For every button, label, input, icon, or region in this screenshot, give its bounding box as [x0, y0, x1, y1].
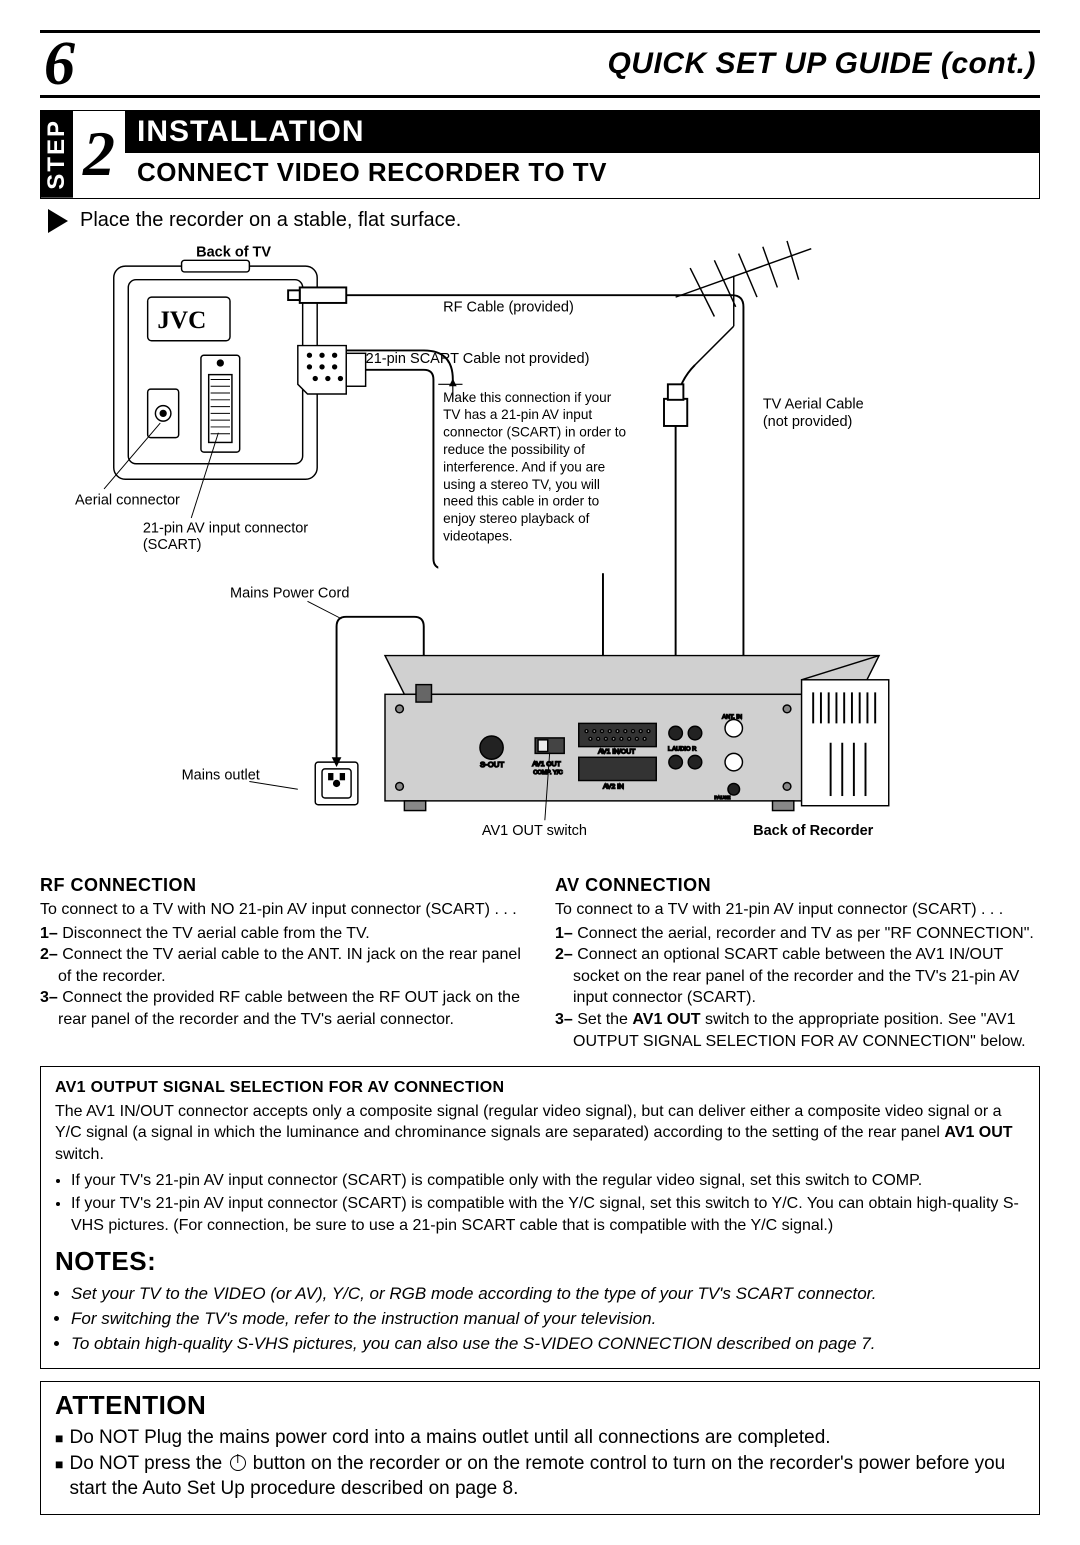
connection-columns: RF CONNECTION To connect to a TV with NO…	[40, 873, 1040, 1052]
page-number: 6	[44, 33, 75, 95]
svg-text:AV1 OUT: AV1 OUT	[532, 761, 560, 768]
step-banner: STEP 2 INSTALLATION CONNECT VIDEO RECORD…	[40, 110, 1040, 199]
notes-title: NOTES:	[55, 1244, 1025, 1279]
av1-bullet-1: If your TV's 21-pin AV input connector (…	[71, 1170, 1025, 1192]
av-intro: To connect to a TV with 21-pin AV input …	[555, 899, 1040, 921]
label-scart-cable: 21-pin SCART Cable not provided)	[366, 351, 590, 367]
power-icon	[230, 1455, 246, 1471]
attention-item-1: ■Do NOT Plug the mains power cord into a…	[55, 1425, 1025, 1451]
page-header: 6 QUICK SET UP GUIDE (cont.)	[40, 30, 1040, 98]
svg-text:S-OUT: S-OUT	[480, 760, 504, 769]
rf-connection-column: RF CONNECTION To connect to a TV with NO…	[40, 873, 525, 1052]
header-title: QUICK SET UP GUIDE (cont.)	[607, 47, 1036, 81]
av1-box-title: AV1 OUTPUT SIGNAL SELECTION FOR AV CONNE…	[55, 1077, 1025, 1099]
step-number: 2	[73, 122, 125, 186]
connection-diagram: Back of TV JVC RF Cable (provided)	[40, 239, 1040, 859]
svg-text:JVC: JVC	[157, 307, 206, 334]
note-3: To obtain high-quality S-VHS pictures, y…	[71, 1333, 1025, 1356]
recorder-back: S-OUT AV1 OUT COMP. Y/C AV1 IN/OUT AV2 I…	[385, 655, 889, 810]
label-mains-cord: Mains Power Cord	[230, 585, 349, 601]
intro-line: Place the recorder on a stable, flat sur…	[48, 209, 1040, 233]
rf-item-2: 2– Connect the TV aerial cable to the AN…	[58, 944, 525, 987]
svg-text:ANT. IN: ANT. IN	[722, 714, 742, 720]
triangle-icon	[48, 209, 68, 233]
svg-text:AV1 IN/OUT: AV1 IN/OUT	[598, 748, 635, 755]
rf-title: RF CONNECTION	[40, 873, 525, 897]
svg-text:AV2 IN: AV2 IN	[603, 783, 624, 790]
step-title-bottom: CONNECT VIDEO RECORDER TO TV	[125, 153, 1039, 192]
label-back-of-recorder: Back of Recorder	[753, 822, 874, 838]
step-tag: STEP	[41, 111, 73, 198]
av1-bullet-2: If your TV's 21-pin AV input connector (…	[71, 1193, 1025, 1236]
av-title: AV CONNECTION	[555, 873, 1040, 897]
rf-item-1: 1– Disconnect the TV aerial cable from t…	[58, 923, 525, 945]
attention-item-2: ■Do NOT press the button on the recorder…	[55, 1451, 1025, 1502]
av-item-1: 1– Connect the aerial, recorder and TV a…	[573, 923, 1040, 945]
label-mains-outlet: Mains outlet	[182, 767, 260, 783]
svg-text:L AUDIO R: L AUDIO R	[668, 746, 696, 752]
av-connection-column: AV CONNECTION To connect to a TV with 21…	[555, 873, 1040, 1052]
notes-list: Set your TV to the VIDEO (or AV), Y/C, o…	[71, 1283, 1025, 1356]
step-title-top: INSTALLATION	[125, 111, 1039, 153]
rf-intro: To connect to a TV with NO 21-pin AV inp…	[40, 899, 525, 921]
note-2: For switching the TV's mode, refer to th…	[71, 1308, 1025, 1331]
av-item-3: 3– Set the AV1 OUT switch to the appropr…	[573, 1009, 1040, 1052]
svg-text:PAUSE: PAUSE	[714, 795, 731, 801]
rf-item-3: 3– Connect the provided RF cable between…	[58, 987, 525, 1030]
scart-note-box: Make this connection if your TV has a 21…	[438, 378, 632, 578]
av1-box-body: The AV1 IN/OUT connector accepts only a …	[55, 1101, 1025, 1166]
label-scart-connector: 21-pin AV input connector (SCART)	[143, 520, 346, 553]
intro-text: Place the recorder on a stable, flat sur…	[80, 209, 461, 232]
label-rf-cable: RF Cable (provided)	[443, 299, 574, 315]
tv-back: JVC	[114, 260, 317, 479]
label-back-of-tv: Back of TV	[196, 244, 271, 260]
av1-output-box: AV1 OUTPUT SIGNAL SELECTION FOR AV CONNE…	[40, 1066, 1040, 1369]
note-1: Set your TV to the VIDEO (or AV), Y/C, o…	[71, 1283, 1025, 1306]
svg-text:(not provided): (not provided)	[763, 414, 853, 430]
attention-box: ATTENTION ■Do NOT Plug the mains power c…	[40, 1381, 1040, 1515]
label-tv-aerial: TV Aerial Cable	[763, 396, 864, 412]
attention-title: ATTENTION	[55, 1390, 1025, 1421]
diagram-svg: Back of TV JVC RF Cable (provided)	[40, 239, 1040, 859]
label-av1-switch: AV1 OUT switch	[482, 822, 587, 838]
scart-note-text: Make this connection if your TV has a 21…	[443, 389, 632, 545]
label-aerial-connector: Aerial connector	[75, 492, 180, 508]
av-item-2: 2– Connect an optional SCART cable betwe…	[573, 944, 1040, 1009]
